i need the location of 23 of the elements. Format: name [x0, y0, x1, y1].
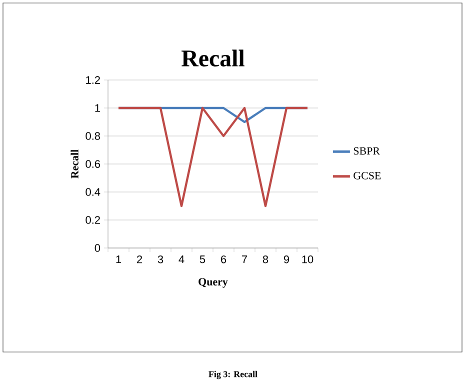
- x-axis-title: Query: [198, 278, 228, 288]
- x-tick-label: 7: [242, 256, 247, 264]
- x-tick-label: 1: [116, 256, 122, 264]
- y-tick-label: 0.4: [86, 188, 100, 196]
- x-tick-label: 8: [262, 256, 268, 264]
- chart-title: Recall: [182, 50, 244, 66]
- y-tick-label: 0.2: [86, 216, 100, 224]
- x-tick-label: 4: [178, 256, 184, 264]
- x-tick-label: 10: [302, 256, 314, 264]
- caption: Fig 3: Recall: [208, 370, 258, 380]
- x-tick-label: 5: [200, 256, 206, 264]
- y-tick-label: 0.8: [86, 132, 100, 140]
- y-tick-label: 1: [95, 104, 100, 112]
- y-axis-title: Recall: [70, 150, 78, 178]
- x-tick-label: 6: [221, 256, 226, 264]
- legend-label: GCSE: [354, 172, 381, 180]
- y-tick-label: 0: [94, 244, 100, 252]
- x-tick-label: 3: [158, 256, 164, 264]
- y-tick-label: 0.6: [86, 160, 100, 168]
- x-tick-label: 2: [137, 256, 142, 264]
- legend-label: SBPR: [354, 147, 380, 155]
- y-tick-label: 1.2: [86, 76, 100, 84]
- x-tick-label: 9: [284, 256, 290, 264]
